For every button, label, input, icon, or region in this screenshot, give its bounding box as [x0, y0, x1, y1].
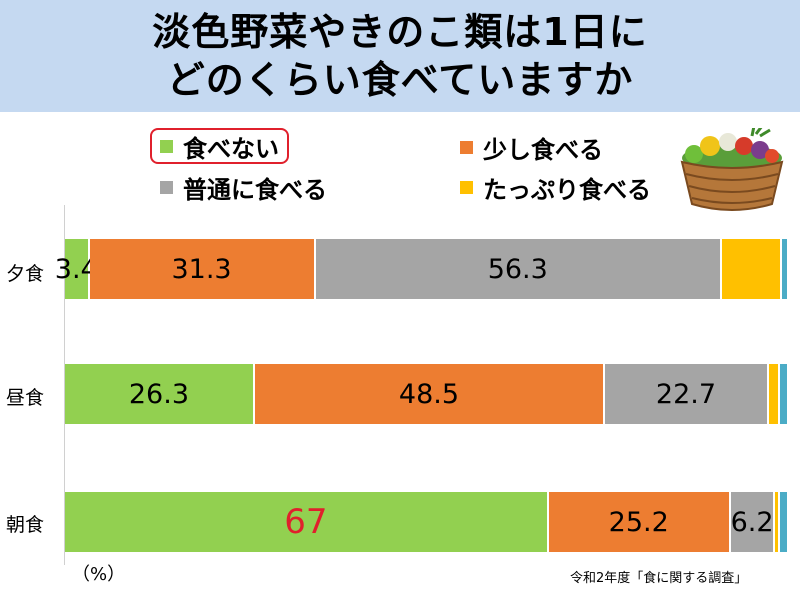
legend-swatch-plenty — [460, 180, 473, 194]
legend-label-plenty: たっぷり食べる — [483, 175, 651, 204]
bar-segment-other — [779, 364, 787, 424]
bar-segment-normal: 22.7 — [605, 364, 769, 424]
bar-segment-little: 25.2 — [548, 492, 731, 552]
bar-segment-little: 31.3 — [89, 239, 316, 299]
title-banner: 淡色野菜やきのこ類は1日に どのくらい食べていますか — [0, 0, 800, 112]
bar-segment-plenty — [775, 492, 780, 552]
unit-label: （%） — [72, 564, 126, 585]
bar-segment-little: 48.5 — [254, 364, 606, 424]
category-label-dinner: 夕食 — [6, 262, 45, 285]
data-label: 6.2 — [730, 506, 774, 538]
title-line-1: 淡色野菜やきのこ類は1日に — [152, 10, 648, 54]
bar-segment-normal: 6.2 — [731, 492, 776, 552]
category-axis-line — [64, 205, 65, 565]
data-label: 26.3 — [128, 378, 189, 410]
data-label: 67 — [284, 502, 328, 542]
bar-row-lunch: 26.3 48.5 22.7 — [65, 364, 787, 424]
source-note: 令和2年度「食に関する調査」 — [570, 571, 748, 586]
bar-segment-other — [779, 492, 787, 552]
bar-row-dinner: 3.4 31.3 56.3 — [55, 239, 787, 299]
bar-segment-plenty — [768, 364, 780, 424]
bar-segment-normal: 56.3 — [315, 239, 723, 299]
bar-row-breakfast: 67 25.2 6.2 — [65, 492, 787, 552]
legend-item-plenty: たっぷり食べる — [460, 170, 651, 204]
bar-segment-none: 3.4 — [55, 239, 98, 299]
legend-item-little: 少し食べる — [460, 130, 603, 164]
legend-item-none: 食べない — [150, 128, 289, 164]
bar-segment-plenty — [722, 239, 782, 299]
data-label: 56.3 — [487, 253, 548, 285]
legend-swatch-normal — [160, 180, 173, 194]
category-label-lunch: 昼食 — [6, 386, 45, 409]
bar-segment-none: 67 — [65, 492, 549, 552]
data-label: 22.7 — [655, 378, 717, 410]
bar-segment-other — [781, 239, 787, 299]
category-label-breakfast: 朝食 — [6, 513, 45, 536]
vegetable-basket-icon — [680, 128, 784, 211]
data-label: 48.5 — [398, 378, 460, 410]
legend-label-little: 少し食べる — [483, 135, 603, 164]
data-label: 25.2 — [608, 506, 669, 538]
data-label: 31.3 — [171, 253, 232, 285]
legend-swatch-none — [160, 139, 173, 153]
bar-segment-none: 26.3 — [65, 364, 255, 424]
title-line-2: どのくらい食べていますか — [166, 58, 634, 102]
legend-label-none: 食べない — [183, 134, 279, 163]
chart-legend: 食べない 少し食べる 普通に食べる たっぷり食べる — [150, 128, 680, 208]
legend-label-normal: 普通に食べる — [183, 175, 327, 204]
legend-swatch-little — [460, 140, 473, 154]
legend-item-normal: 普通に食べる — [160, 170, 327, 204]
